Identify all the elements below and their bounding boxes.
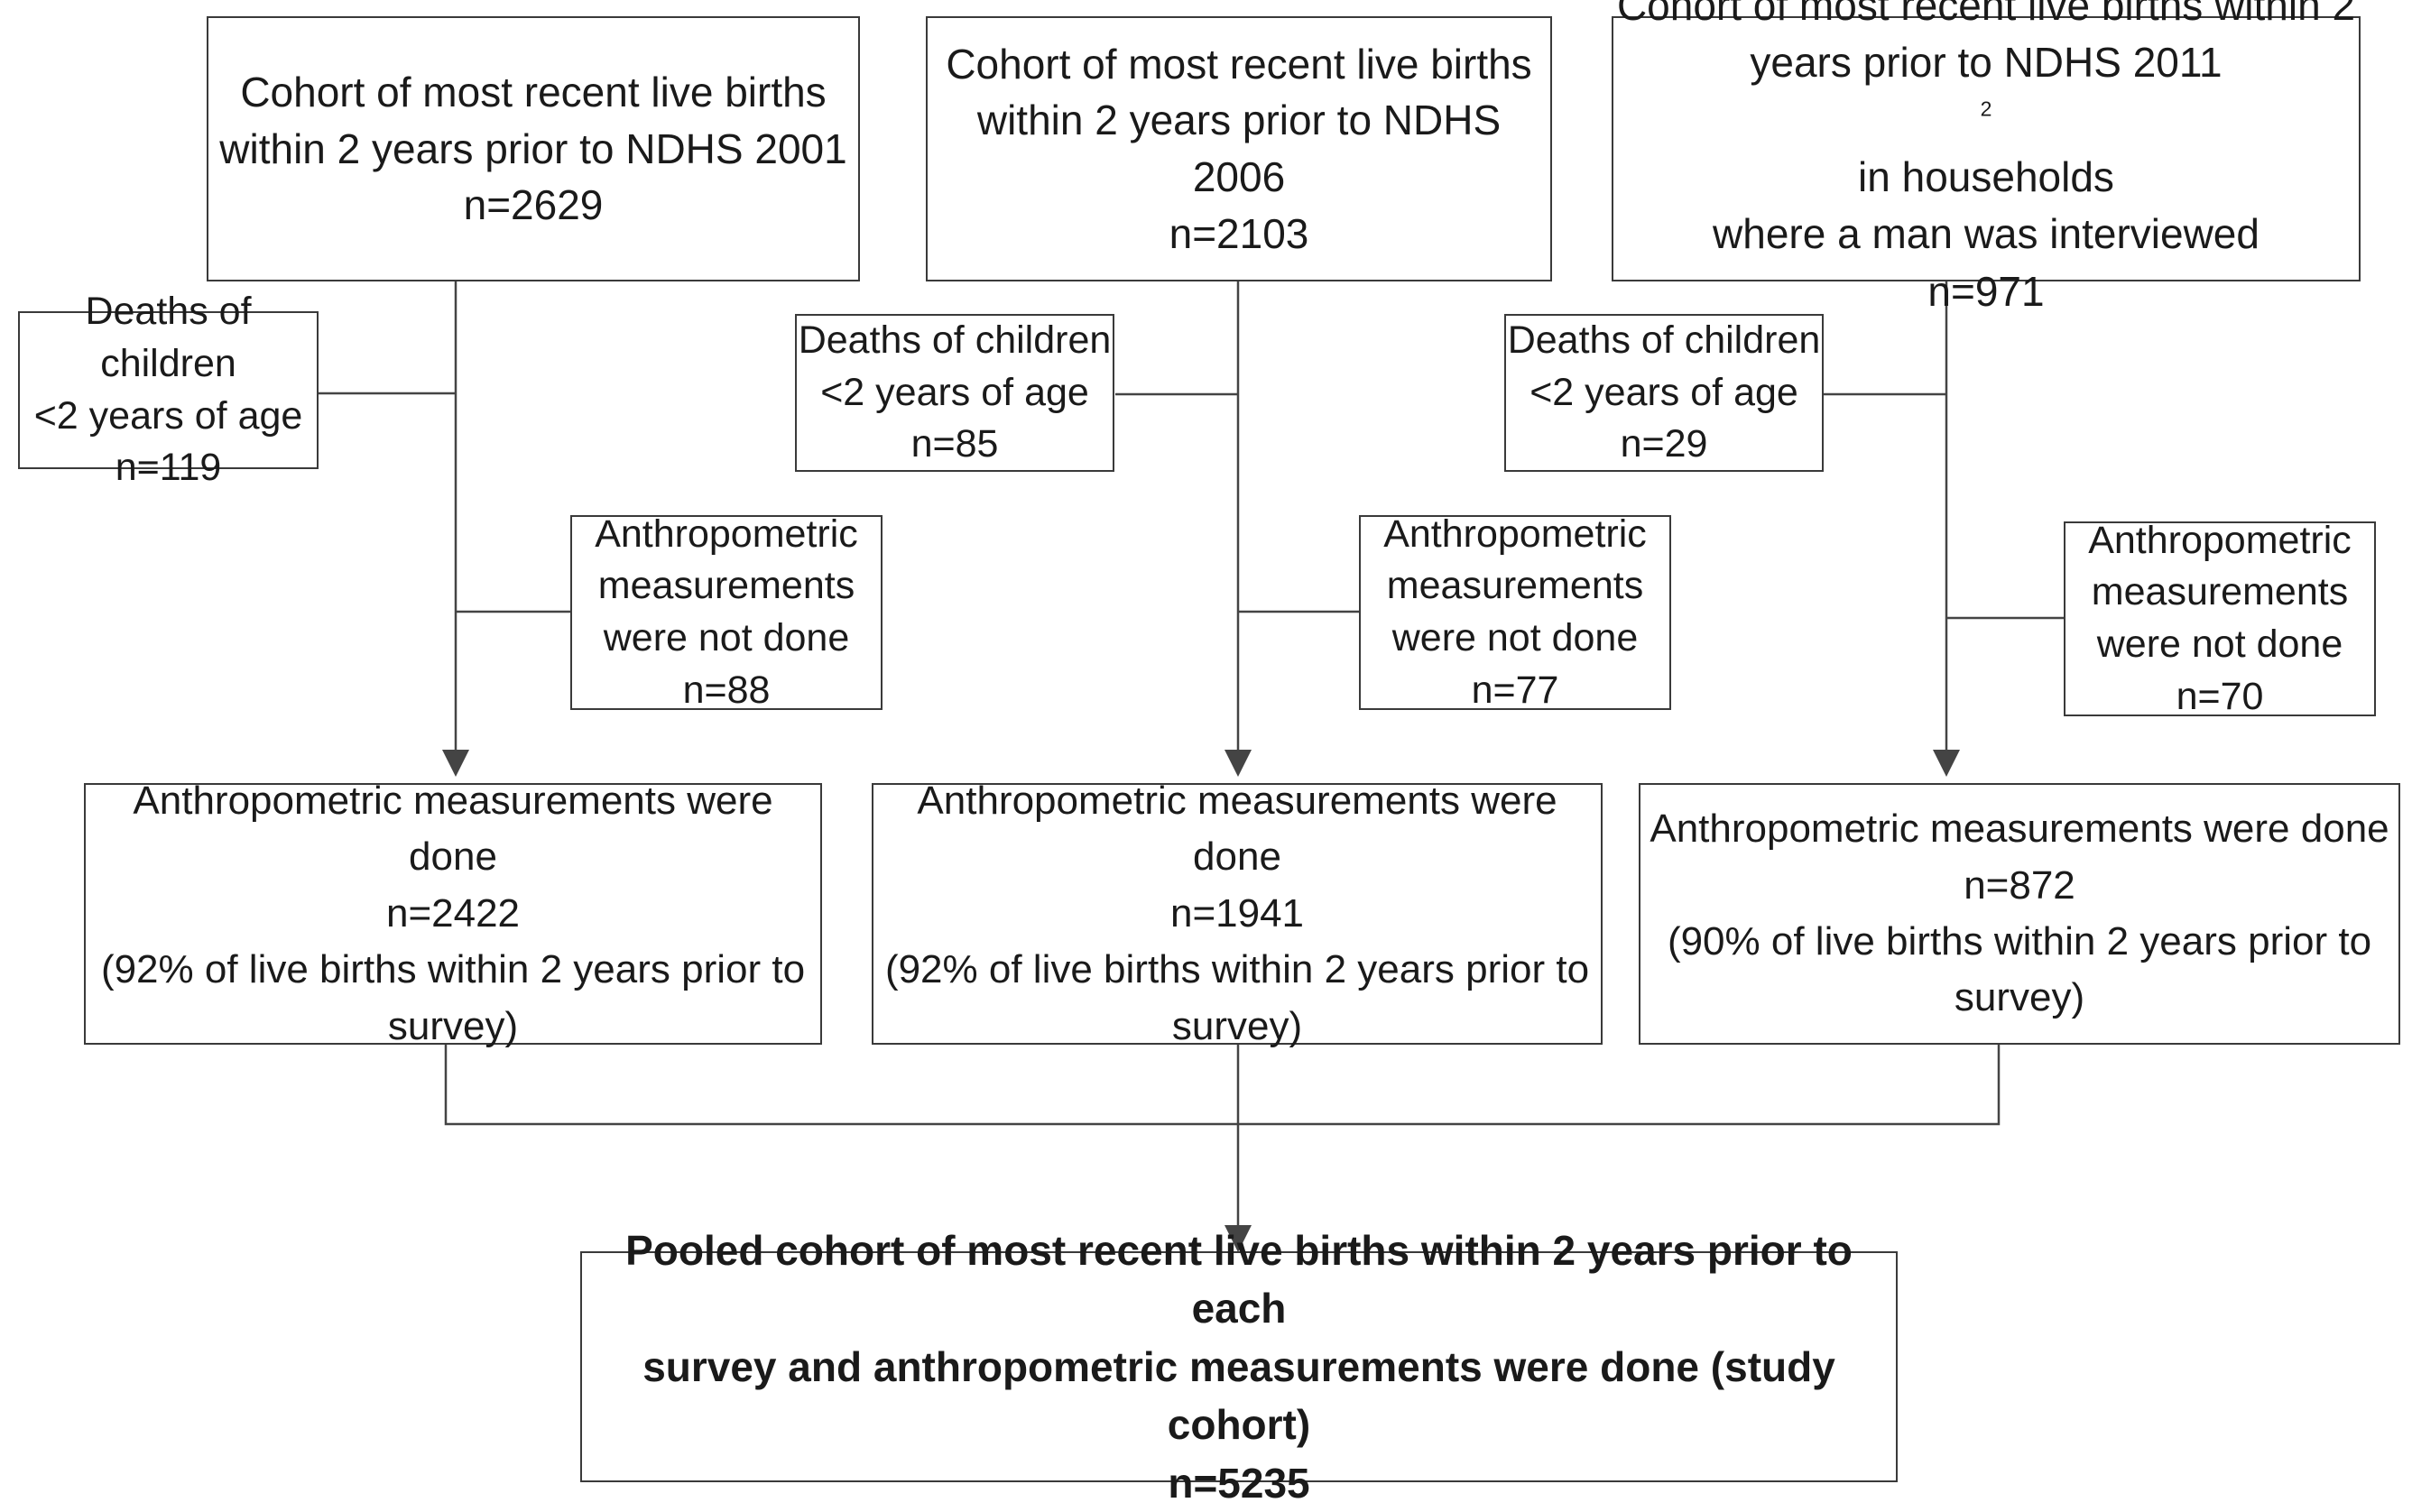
deaths-line: <2 years of age [33, 393, 303, 438]
done-line: Anthropometric measurements were done [917, 778, 1557, 880]
not-done-count: n=70 [2176, 674, 2264, 718]
cohort-line: within 2 years prior to NDHS 2001 [219, 124, 847, 172]
done-box-2011: Anthropometric measurements were done n=… [1639, 783, 2400, 1045]
cohort-box-ndhs-2006: Cohort of most recent live births within… [926, 16, 1552, 281]
cohort-box-ndhs-2001: Cohort of most recent live births within… [207, 16, 860, 281]
cohort-line: within 2 years prior to NDHS 2006 [976, 97, 1502, 200]
deaths-count: n=85 [910, 422, 999, 466]
pooled-count: n=5235 [1168, 1459, 1310, 1507]
not-done-line: Anthropometric [2088, 518, 2352, 562]
cohort-count: n=2629 [463, 181, 604, 229]
not-done-count: n=88 [682, 668, 771, 712]
not-done-line: measurements [2091, 570, 2349, 614]
cohort-line-with-footnote: years prior to NDHS 2011 2 in households [1750, 34, 2222, 206]
done-line: (92% of live births within 2 years prior… [884, 947, 1590, 992]
deaths-count: n=119 [115, 446, 222, 490]
not-done-box-2006: Anthropometric measurements were not don… [1359, 512, 1671, 712]
done-box-2001: Anthropometric measurements were done n=… [84, 779, 822, 1048]
pooled-line: survey and anthropometric measurements w… [642, 1342, 1835, 1449]
not-done-line: measurements [597, 564, 855, 608]
done-line: survey) [1171, 1003, 1303, 1048]
not-done-line: measurements [1386, 564, 1644, 608]
deaths-box-2011: Deaths of children <2 years of age n=29 [1504, 314, 1824, 472]
cohort-line: Cohort of most recent live births [946, 40, 1532, 88]
footnote-marker: 2 [1980, 96, 1992, 120]
connector-merge [444, 1045, 2001, 1126]
deaths-line: <2 years of age [1529, 370, 1798, 414]
cohort-line: Cohort of most recent live births within… [1616, 0, 2356, 29]
done-box-2006: Anthropometric measurements were done n=… [872, 779, 1603, 1048]
done-line: Anthropometric measurements were done [133, 778, 773, 880]
cohort-line: Cohort of most recent live births [240, 69, 827, 116]
done-count: n=1941 [1169, 890, 1305, 936]
pooled-cohort-box: Pooled cohort of most recent live births… [580, 1227, 1898, 1507]
deaths-line: Deaths of children [85, 290, 252, 385]
done-count: n=872 [1964, 862, 2075, 908]
done-count: n=2422 [385, 890, 521, 936]
cohort-line-text: years prior to NDHS 2011 [1750, 39, 2223, 87]
done-line: (90% of live births within 2 years prior… [1667, 919, 2372, 963]
deaths-line: Deaths of children [1507, 318, 1821, 363]
deaths-box-2001: Deaths of children <2 years of age n=119 [18, 290, 319, 489]
cohort-count: n=2103 [1169, 209, 1309, 257]
done-line: survey) [387, 1003, 519, 1048]
not-done-count: n=77 [1471, 668, 1559, 712]
cohort-count: n=971 [1927, 267, 2045, 315]
deaths-line: <2 years of age [820, 370, 1089, 414]
not-done-line: were not done [603, 616, 850, 659]
cohort-line-text: in households [1858, 153, 2114, 200]
not-done-line: Anthropometric [595, 512, 858, 556]
pooled-line: Pooled cohort of most recent live births… [625, 1227, 1853, 1332]
not-done-line: were not done [2096, 622, 2343, 666]
not-done-line: Anthropometric [1383, 512, 1647, 556]
not-done-line: were not done [1391, 616, 1639, 659]
done-line: Anthropometric measurements were done [1650, 807, 2389, 852]
cohort-line: where a man was interviewed [1713, 210, 2260, 258]
done-line: (92% of live births within 2 years prior… [100, 947, 806, 992]
not-done-box-2011: Anthropometric measurements were not don… [2064, 519, 2376, 718]
deaths-box-2006: Deaths of children <2 years of age n=85 [795, 314, 1114, 472]
done-line: survey) [1954, 975, 2085, 1020]
cohort-box-ndhs-2011: Cohort of most recent live births within… [1612, 0, 2361, 315]
not-done-box-2001: Anthropometric measurements were not don… [570, 512, 883, 712]
deaths-count: n=29 [1620, 422, 1708, 466]
deaths-line: Deaths of children [798, 318, 1112, 363]
